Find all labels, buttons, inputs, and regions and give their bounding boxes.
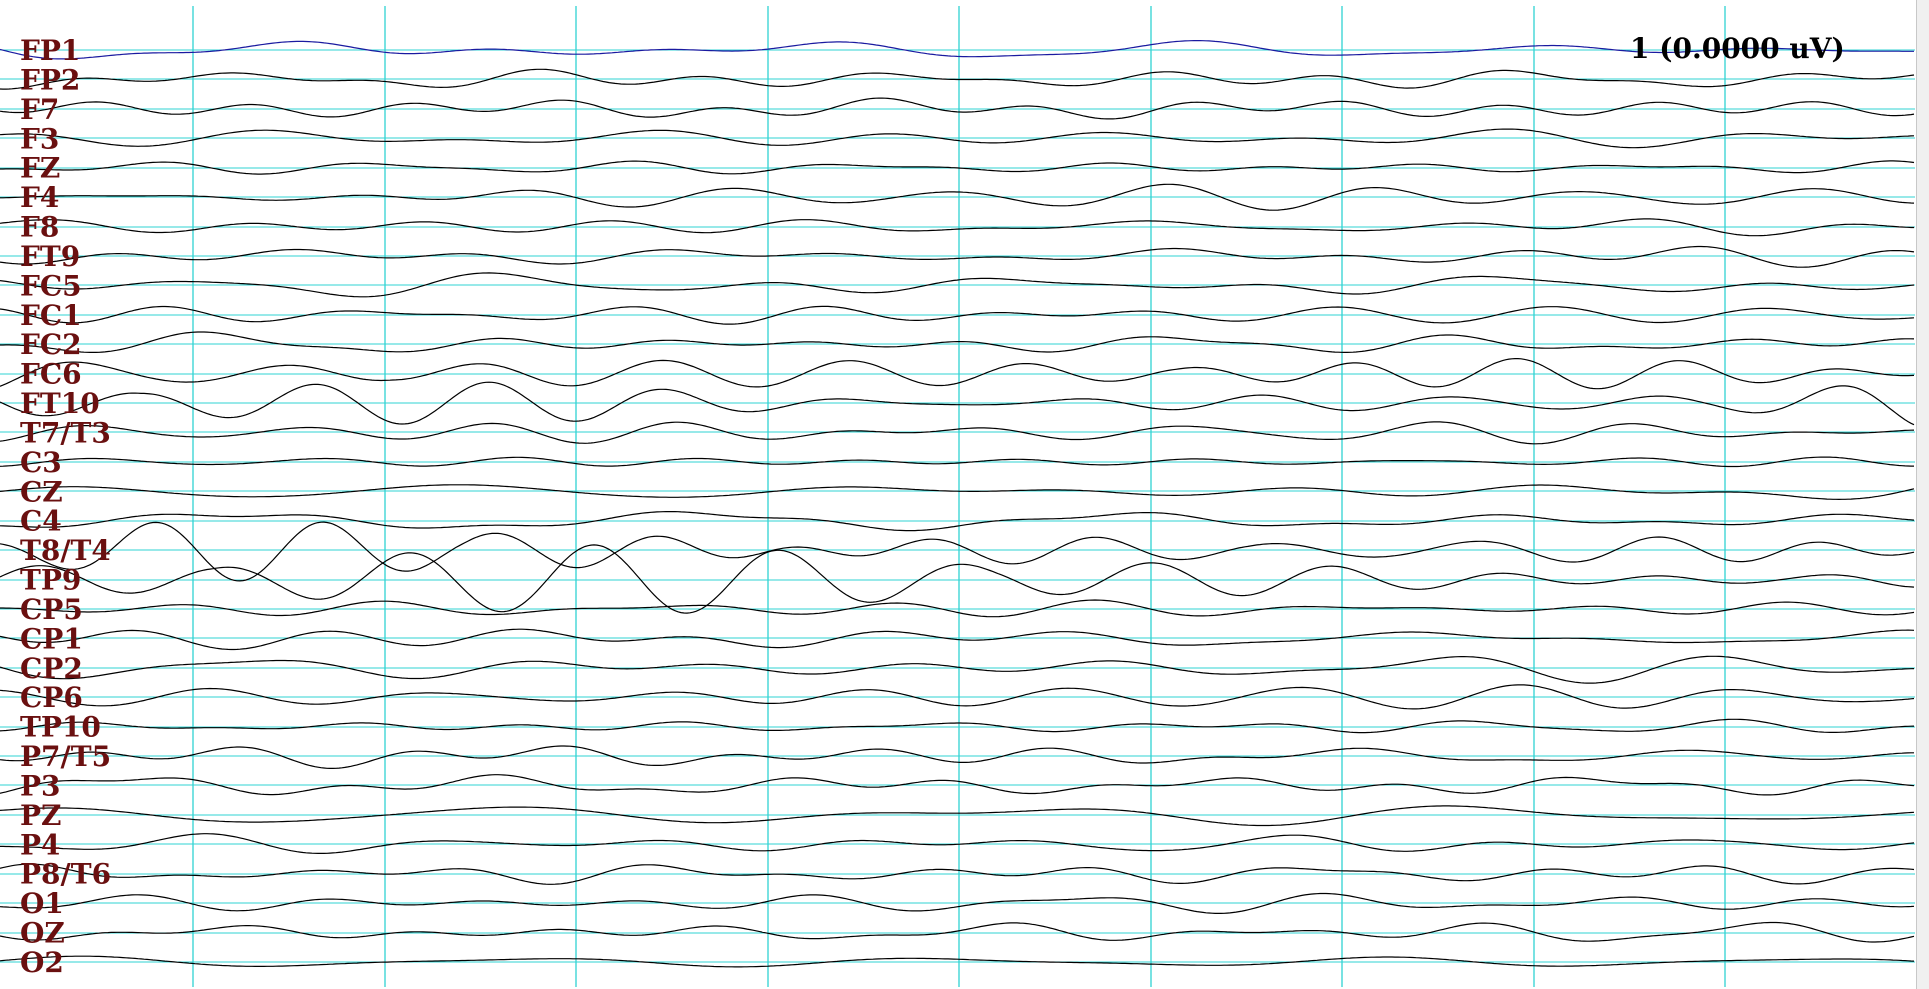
- channel-label-tp10[interactable]: TP10: [20, 711, 101, 744]
- channel-label-f3[interactable]: F3: [20, 122, 59, 155]
- eeg-trace-fc1: [0, 305, 1915, 325]
- channel-label-f7[interactable]: F7: [20, 93, 59, 126]
- channel-label-cp6[interactable]: CP6: [20, 681, 83, 714]
- channel-label-tp9[interactable]: TP9: [20, 564, 81, 597]
- channel-label-layer: FP1FP2F7F3FZF4F8FT9FC5FC1FC2FC6FT10T7/T3…: [20, 34, 111, 979]
- channel-label-p3[interactable]: P3: [20, 770, 61, 803]
- channel-label-cz[interactable]: CZ: [20, 475, 63, 508]
- eeg-trace-f4: [0, 183, 1915, 211]
- channel-label-cp5[interactable]: CP5: [20, 593, 83, 626]
- channel-label-t7-t3[interactable]: T7/T3: [20, 417, 111, 450]
- eeg-trace-cp1: [0, 628, 1915, 651]
- channel-label-cp1[interactable]: CP1: [20, 622, 83, 655]
- channel-label-fc2[interactable]: FC2: [20, 328, 82, 361]
- eeg-trace-o1: [0, 892, 1915, 914]
- channel-label-fz[interactable]: FZ: [20, 152, 60, 185]
- eeg-trace-c3: [0, 456, 1914, 468]
- eeg-trace-pz: [0, 805, 1915, 827]
- eeg-trace-fc5: [0, 272, 1915, 298]
- channel-label-fp1[interactable]: FP1: [20, 34, 80, 67]
- eeg-trace-fc6: [0, 358, 1915, 390]
- eeg-trace-tp9: [0, 544, 1915, 614]
- eeg-trace-cp5: [0, 599, 1915, 618]
- eeg-trace-cz: [0, 484, 1915, 501]
- eeg-trace-cp6: [0, 684, 1915, 710]
- eeg-trace-f8: [0, 218, 1914, 237]
- channel-label-ft10[interactable]: FT10: [20, 387, 100, 420]
- trace-layer: [0, 40, 1915, 968]
- channel-label-fc1[interactable]: FC1: [20, 299, 82, 332]
- eeg-trace-p7-t5: [0, 745, 1914, 769]
- channel-label-o1[interactable]: O1: [20, 887, 64, 920]
- eeg-trace-f3: [0, 128, 1915, 149]
- eeg-trace-tp10: [0, 718, 1915, 734]
- eeg-trace-ft9: [0, 245, 1915, 268]
- eeg-trace-fp2: [0, 68, 1915, 90]
- channel-label-cp2[interactable]: CP2: [20, 652, 83, 685]
- channel-label-p8-t6[interactable]: P8/T6: [20, 858, 111, 891]
- eeg-trace-t7-t3: [0, 421, 1915, 445]
- eeg-trace-p4: [0, 833, 1915, 854]
- channel-label-t8-t4[interactable]: T8/T4: [20, 534, 111, 567]
- channel-label-f8[interactable]: F8: [20, 211, 59, 244]
- channel-label-fc5[interactable]: FC5: [20, 269, 82, 302]
- channel-label-fp2[interactable]: FP2: [20, 63, 80, 96]
- eeg-trace-o2: [0, 955, 1915, 968]
- cursor-value-readout: 1 (0.0000 uV): [1630, 32, 1845, 65]
- channel-label-c3[interactable]: C3: [20, 446, 62, 479]
- eeg-trace-ft10: [0, 381, 1915, 426]
- eeg-trace-cp2: [0, 655, 1915, 684]
- channel-label-o2[interactable]: O2: [20, 946, 64, 979]
- eeg-trace-t8-t4: [0, 521, 1915, 582]
- channel-label-f4[interactable]: F4: [20, 181, 59, 214]
- channel-label-oz[interactable]: OZ: [20, 917, 65, 950]
- eeg-trace-p8-t6: [0, 863, 1915, 885]
- eeg-trace-c4: [0, 511, 1915, 532]
- eeg-trace-p3: [0, 774, 1915, 796]
- channel-label-p7-t5[interactable]: P7/T5: [20, 740, 111, 773]
- channel-label-pz[interactable]: PZ: [20, 799, 62, 832]
- channel-label-ft9[interactable]: FT9: [20, 240, 80, 273]
- channel-label-c4[interactable]: C4: [20, 505, 62, 538]
- eeg-trace-fc2: [0, 331, 1915, 353]
- eeg-trace-fz: [0, 160, 1915, 175]
- eeg-trace-oz: [0, 921, 1915, 943]
- vertical-scrollbar[interactable]: [1916, 0, 1929, 989]
- channel-label-fc6[interactable]: FC6: [20, 358, 82, 391]
- eeg-trace-fp1: [0, 40, 1914, 60]
- channel-label-p4[interactable]: P4: [20, 828, 61, 861]
- eeg-trace-f7: [0, 97, 1915, 120]
